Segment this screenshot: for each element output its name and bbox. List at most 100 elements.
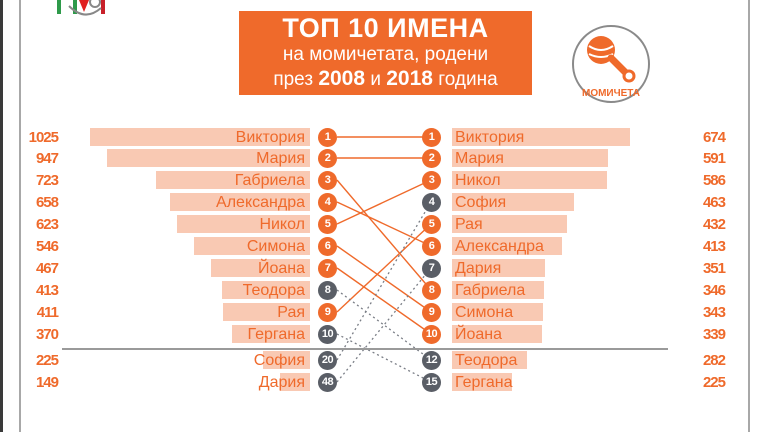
name-2008: Габриела (234, 172, 305, 189)
value-2018: 463 (702, 194, 726, 211)
bar-2018 (452, 259, 545, 277)
name-2018: Никол (455, 172, 501, 189)
rank-circle: 6 (318, 237, 337, 256)
bar-2018 (452, 325, 542, 343)
rank-circle: 5 (422, 215, 441, 234)
bar-2008 (156, 171, 310, 189)
value-2008: 658 (35, 194, 59, 211)
value-2008: 546 (35, 238, 59, 255)
name-2018: Виктория (455, 129, 525, 146)
bar-2008 (107, 149, 310, 167)
logo-icon (57, 0, 105, 16)
bar-2008 (280, 373, 310, 391)
bar-2018 (452, 303, 543, 321)
value-2018: 346 (702, 282, 726, 299)
value-2018: 351 (702, 260, 726, 277)
rank-circle: 8 (318, 281, 337, 300)
name-2008: Дария (258, 374, 305, 391)
value-2008: 225 (35, 352, 59, 369)
rank-circle: 8 (422, 281, 441, 300)
year-2018: 2018 (386, 67, 433, 90)
frame-border-right (748, 0, 750, 432)
bar-2018 (452, 373, 512, 391)
value-2018: 282 (702, 352, 726, 369)
rank-circle: 2 (422, 149, 441, 168)
frame-border-left (19, 0, 21, 432)
rank-circle: 2 (318, 149, 337, 168)
name-2008: Мария (256, 150, 305, 167)
rank-circle: 10 (422, 325, 441, 344)
value-2018: 343 (702, 304, 726, 321)
title-main: ТОП 10 ИМЕНА (282, 13, 489, 43)
name-2018: Габриела (455, 282, 526, 299)
rattle-icon: МОМИЧЕТА (572, 25, 650, 103)
name-2008: Теодора (242, 282, 305, 299)
value-2018: 225 (702, 374, 726, 391)
name-2018: София (455, 194, 507, 211)
title-mid: и (370, 69, 381, 90)
svg-text:МОМИЧЕТА: МОМИЧЕТА (582, 88, 640, 99)
bar-2008 (90, 128, 310, 146)
name-2018: Александра (455, 238, 544, 255)
value-2018: 432 (702, 216, 726, 233)
rank-circle: 1 (422, 128, 441, 147)
rank-circle: 9 (422, 303, 441, 322)
rank-circle: 15 (422, 373, 441, 392)
rank-circle: 7 (422, 259, 441, 278)
rank-circle: 3 (318, 171, 337, 190)
bar-2018 (452, 128, 630, 146)
rank-circle: 1 (318, 128, 337, 147)
value-2018: 339 (702, 326, 726, 343)
name-2018: Мария (455, 150, 504, 167)
name-2008: Йоана (257, 260, 305, 277)
value-2008: 1025 (28, 129, 59, 146)
bar-2018 (452, 171, 607, 189)
value-2018: 674 (702, 129, 726, 146)
name-2008: София (253, 352, 305, 369)
name-2018: Гергана (455, 374, 513, 391)
value-2008: 370 (35, 326, 59, 343)
value-2008: 723 (35, 172, 59, 189)
bar-2008 (263, 351, 310, 369)
rank-circle: 9 (318, 303, 337, 322)
bar-2018 (452, 215, 567, 233)
top10-divider (62, 348, 268, 350)
rank-circle: 4 (422, 193, 441, 212)
value-2008: 413 (35, 282, 59, 299)
title-years: през 2008 и 2018 година (239, 66, 532, 92)
bar-2008 (223, 303, 310, 321)
bar-2018 (452, 281, 544, 299)
value-2008: 467 (35, 260, 59, 277)
value-2008: 411 (36, 304, 59, 321)
title-subtitle: на момичетата, родени (282, 44, 489, 65)
bar-2008 (211, 259, 310, 277)
bar-2018 (452, 351, 527, 369)
rank-circle: 6 (422, 237, 441, 256)
rank-circle: 10 (318, 325, 337, 344)
bar-2008 (170, 193, 310, 211)
top10-divider-right (268, 348, 668, 350)
bar-2008 (177, 215, 310, 233)
bar-2008 (194, 237, 310, 255)
name-2008: Гергана (247, 326, 305, 343)
value-2018: 413 (702, 238, 726, 255)
title-suffix: година (438, 69, 498, 90)
rank-circle: 48 (318, 373, 337, 392)
name-2008: Рая (277, 304, 305, 321)
title-banner: ТОП 10 ИМЕНА на момичетата, родени през … (239, 11, 532, 95)
bar-2018 (452, 237, 562, 255)
name-2008: Симона (246, 238, 305, 255)
bar-2008 (232, 325, 310, 343)
value-2008: 623 (35, 216, 59, 233)
rank-circle: 3 (422, 171, 441, 190)
bar-2018 (452, 149, 608, 167)
name-2018: Дария (455, 260, 502, 277)
year-2008: 2008 (318, 67, 366, 90)
value-2008: 149 (35, 374, 59, 391)
value-2018: 591 (702, 150, 726, 167)
rank-circle: 5 (318, 215, 337, 234)
name-2008: Никол (259, 216, 305, 233)
title-prefix: през (273, 69, 314, 90)
